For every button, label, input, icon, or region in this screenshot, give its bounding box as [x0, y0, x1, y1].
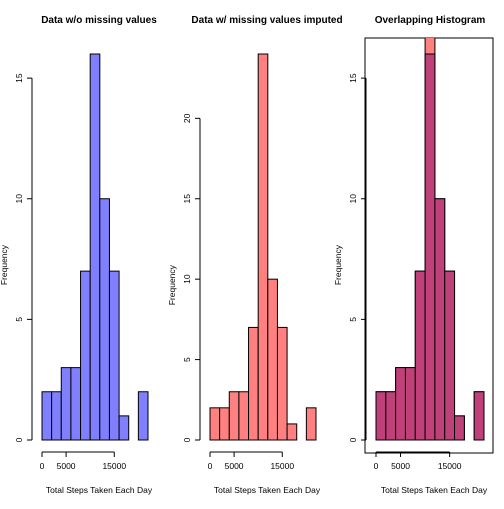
bar-main-1-7 — [108, 270, 120, 441]
bar-main-3-7 — [444, 270, 456, 441]
bar-main-3-8 — [454, 415, 465, 441]
y-tick-label-1-3: 15 — [14, 73, 24, 83]
bar-main-2-0 — [209, 407, 221, 441]
y-tick-label-2-2: 10 — [182, 274, 192, 284]
y-tick-label-2-3: 15 — [182, 194, 192, 204]
x-tick-label-3-2: 15000 — [438, 461, 462, 471]
bar-main-1-0 — [41, 391, 53, 441]
bar-main-1-1 — [51, 391, 62, 441]
y-tick-label-3-0: 0 — [348, 437, 358, 442]
bar-main-2-5 — [257, 53, 269, 441]
bar-main-2-10 — [305, 407, 317, 441]
bar-main-3-3 — [404, 367, 416, 441]
bar-main-2-6 — [267, 278, 278, 441]
bar-main-1-3 — [70, 367, 82, 441]
bar-main-2-7 — [276, 326, 288, 441]
x-axis-label-1: Total Steps Taken Each Day — [46, 485, 153, 495]
x-tick-label-2-2: 15000 — [270, 461, 294, 471]
x-tick-label-1-0: 0 — [40, 461, 45, 471]
y-axis-label-1: Frequency — [0, 244, 9, 285]
y-tick-label-1-1: 5 — [14, 317, 24, 322]
y-tick-label-1-2: 10 — [14, 194, 24, 204]
bar-main-2-1 — [219, 407, 230, 441]
x-tick-label-1-2: 15000 — [102, 461, 126, 471]
x-tick-label-2-0: 0 — [208, 461, 213, 471]
bar-main-1-5 — [89, 53, 101, 441]
y-tick-label-3-1: 5 — [348, 317, 358, 322]
bar-main-2-3 — [238, 391, 250, 441]
chart-title-3: Overlapping Histogram — [375, 15, 486, 26]
bar-main-3-1 — [385, 391, 397, 441]
chart-title-1: Data w/o missing values — [41, 15, 157, 26]
x-tick-label-3-1: 5000 — [391, 461, 410, 471]
x-tick-label-3-0: 0 — [374, 461, 379, 471]
bar-main-3-5 — [424, 53, 436, 441]
bar-main-1-2 — [60, 367, 72, 441]
bar-main-3-0 — [375, 391, 387, 441]
bar-main-2-4 — [248, 326, 259, 441]
x-tick-label-2-1: 5000 — [225, 461, 244, 471]
bar-main-1-10 — [137, 391, 149, 441]
y-tick-label-2-4: 20 — [182, 113, 192, 123]
bar-main-3-6 — [434, 198, 446, 441]
bar-main-3-4 — [414, 270, 426, 441]
y-axis-label-2: Frequency — [167, 264, 177, 305]
bar-main-1-8 — [118, 415, 130, 441]
bar-main-3-10 — [473, 391, 485, 441]
y-tick-label-1-0: 0 — [14, 437, 24, 442]
bar-main-3-2 — [395, 367, 406, 441]
y-tick-label-3-3: 15 — [348, 73, 358, 83]
x-axis-label-2: Total Steps Taken Each Day — [214, 485, 321, 495]
x-axis-label-3: Total Steps Taken Each Day — [381, 485, 488, 495]
y-tick-label-2-0: 0 — [182, 437, 192, 442]
bar-main-2-2 — [228, 391, 240, 441]
chart-title-2: Data w/ missing values imputed — [191, 15, 342, 26]
bar-main-1-4 — [80, 270, 91, 441]
y-tick-label-2-1: 5 — [182, 357, 192, 362]
y-tick-label-3-2: 10 — [348, 194, 358, 204]
y-axis-label-3: Frequency — [333, 244, 343, 285]
bar-main-1-6 — [99, 198, 110, 441]
bar-main-2-8 — [286, 423, 298, 441]
x-tick-label-1-1: 5000 — [57, 461, 76, 471]
